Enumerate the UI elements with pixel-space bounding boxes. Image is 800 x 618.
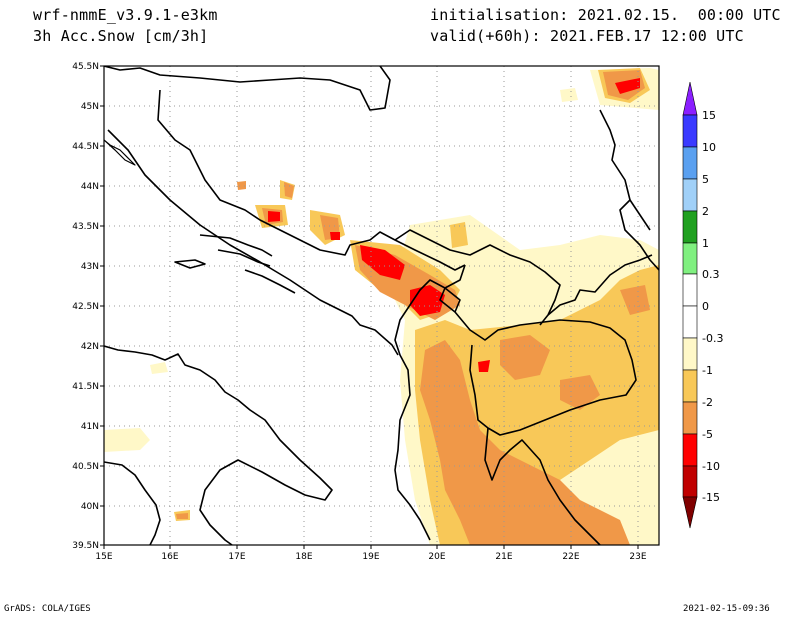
colorbar-swatch <box>682 401 698 435</box>
colorbar-label: 1 <box>702 237 709 250</box>
colorbar <box>682 81 698 529</box>
colorbar-swatch <box>682 337 698 371</box>
lat-label: 43.5N <box>72 222 99 232</box>
lat-label: 40.5N <box>72 462 99 472</box>
longitude-labels: 15E 16E 17E 18E 19E 20E 21E 22E 23E <box>95 552 646 562</box>
colorbar-swatch <box>682 242 698 275</box>
lat-label: 44.5N <box>72 142 99 152</box>
lat-label: 41N <box>81 422 99 432</box>
lat-label: 40N <box>81 502 99 512</box>
colorbar-swatch <box>682 273 698 307</box>
colorbar-swatch <box>682 465 698 498</box>
valid-time: valid(+60h): 2021.FEB.17 12:00 UTC <box>430 27 744 45</box>
colorbar-swatch <box>682 433 698 467</box>
colorbar-label: 15 <box>702 109 716 122</box>
lon-label: 21E <box>495 552 512 562</box>
lat-label: 44N <box>81 182 99 192</box>
lat-label: 39.5N <box>72 541 99 551</box>
field-name: 3h Acc.Snow [cm/3h] <box>33 27 209 45</box>
lon-label: 20E <box>428 552 445 562</box>
lat-label: 45N <box>81 102 99 112</box>
colorbar-label: -5 <box>702 428 713 441</box>
lat-label: 42.5N <box>72 302 99 312</box>
colorbar-label: 5 <box>702 173 709 186</box>
colorbar-swatch <box>682 305 698 339</box>
lon-label: 18E <box>295 552 312 562</box>
colorbar-swatch <box>682 369 698 403</box>
colorbar-swatch <box>682 178 698 212</box>
lat-label: 41.5N <box>72 382 99 392</box>
model-name: wrf-nmmE_v3.9.1-e3km <box>33 6 218 24</box>
colorbar-swatch <box>682 114 698 148</box>
lat-label: 45.5N <box>72 62 99 72</box>
colorbar-bottom-arrow <box>682 496 698 529</box>
colorbar-label: 0.3 <box>702 268 720 281</box>
lon-label: 22E <box>562 552 579 562</box>
colorbar-swatch <box>682 146 698 180</box>
colorbar-label: 10 <box>702 141 716 154</box>
colorbar-label: 2 <box>702 205 709 218</box>
latitude-labels: 45.5N 45N 44.5N 44N 43.5N 43N 42.5N 42N … <box>72 62 99 551</box>
lon-label: 23E <box>629 552 646 562</box>
colorbar-label: -15 <box>702 491 720 504</box>
lon-label: 15E <box>95 552 112 562</box>
footer-timestamp: 2021-02-15-09:36 <box>683 604 770 614</box>
init-time: initialisation: 2021.02.15. 00:00 UTC <box>430 6 781 24</box>
colorbar-swatch <box>682 210 698 244</box>
colorbar-labels: 15 10 5 2 1 0.3 0 -0.3 -1 -2 -5 -10 -15 <box>702 109 723 504</box>
lon-label: 17E <box>228 552 245 562</box>
colorbar-label: 0 <box>702 300 709 313</box>
lat-label: 42N <box>81 342 99 352</box>
lon-label: 16E <box>161 552 178 562</box>
tick-marks <box>100 65 639 549</box>
footer-credit: GrADS: COLA/IGES <box>4 604 91 614</box>
colorbar-label: -0.3 <box>702 332 723 345</box>
lat-label: 43N <box>81 262 99 272</box>
colorbar-top-arrow <box>682 81 698 116</box>
lon-label: 19E <box>362 552 379 562</box>
colorbar-label: -10 <box>702 460 720 473</box>
colorbar-label: -2 <box>702 396 713 409</box>
colorbar-label: -1 <box>702 364 713 377</box>
coastlines-borders <box>104 66 659 545</box>
